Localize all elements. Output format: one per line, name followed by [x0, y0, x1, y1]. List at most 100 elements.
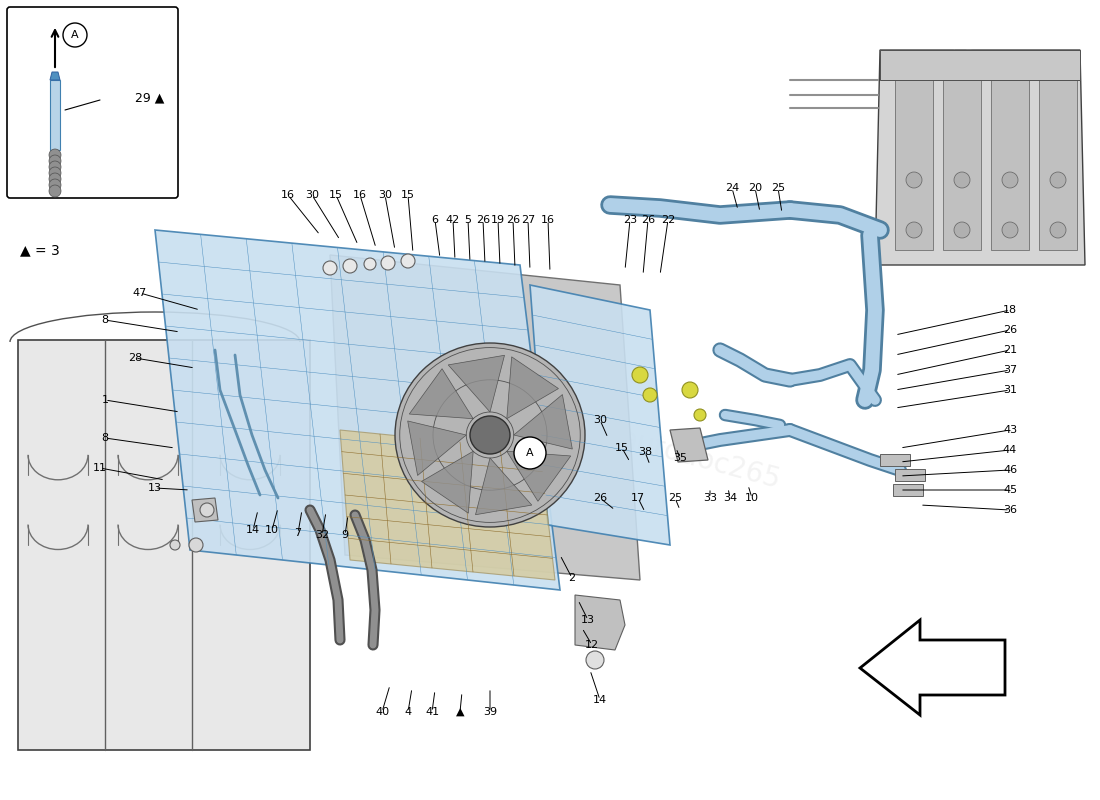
Text: 8: 8 — [101, 433, 109, 443]
Circle shape — [632, 367, 648, 383]
Text: 30: 30 — [305, 190, 319, 200]
Text: 2: 2 — [569, 573, 575, 583]
Text: 10: 10 — [265, 525, 279, 535]
Text: 18: 18 — [1003, 305, 1018, 315]
Text: 9: 9 — [341, 530, 349, 540]
Text: 46: 46 — [1003, 465, 1018, 475]
Text: 15: 15 — [615, 443, 629, 453]
Polygon shape — [895, 469, 925, 481]
Polygon shape — [507, 451, 571, 502]
Text: 11: 11 — [94, 463, 107, 473]
Bar — [1040, 80, 1077, 250]
Text: 47: 47 — [133, 288, 147, 298]
Circle shape — [189, 538, 204, 552]
Text: 19: 19 — [491, 215, 505, 225]
Text: 22: 22 — [661, 215, 675, 225]
Text: 14: 14 — [593, 695, 607, 705]
Circle shape — [906, 172, 922, 188]
Polygon shape — [408, 421, 466, 475]
Polygon shape — [475, 458, 531, 514]
Text: 26: 26 — [593, 493, 607, 503]
Text: 15: 15 — [329, 190, 343, 200]
Polygon shape — [340, 430, 556, 580]
Circle shape — [586, 651, 604, 669]
Ellipse shape — [470, 416, 510, 454]
Circle shape — [50, 173, 60, 185]
Polygon shape — [514, 394, 572, 449]
Text: ▲: ▲ — [455, 707, 464, 717]
Circle shape — [170, 540, 180, 550]
Text: 24: 24 — [725, 183, 739, 193]
Polygon shape — [874, 50, 1085, 265]
Text: 29 ▲: 29 ▲ — [135, 91, 164, 105]
Polygon shape — [192, 498, 218, 522]
Circle shape — [954, 222, 970, 238]
Text: 44: 44 — [1003, 445, 1018, 455]
Text: autodoc265: autodoc265 — [617, 425, 783, 495]
Bar — [880, 50, 1080, 80]
Polygon shape — [409, 369, 473, 418]
Text: 13: 13 — [581, 615, 595, 625]
Text: 45: 45 — [1003, 485, 1018, 495]
Circle shape — [63, 23, 87, 47]
Text: 1: 1 — [101, 395, 109, 405]
Polygon shape — [330, 255, 640, 580]
Text: 26: 26 — [641, 215, 656, 225]
Circle shape — [200, 503, 214, 517]
Circle shape — [514, 437, 546, 469]
Circle shape — [50, 167, 60, 179]
Circle shape — [343, 259, 358, 273]
Polygon shape — [880, 454, 910, 466]
Circle shape — [50, 185, 60, 197]
Text: 36: 36 — [1003, 505, 1018, 515]
Text: 23: 23 — [623, 215, 637, 225]
Text: 40: 40 — [375, 707, 389, 717]
Text: 5: 5 — [464, 215, 472, 225]
Text: 28: 28 — [128, 353, 142, 363]
Text: 38: 38 — [638, 447, 652, 457]
Text: 4: 4 — [405, 707, 411, 717]
Circle shape — [50, 149, 60, 161]
Text: 31: 31 — [1003, 385, 1018, 395]
Circle shape — [644, 388, 657, 402]
Text: 2 6 5: 2 6 5 — [958, 66, 990, 78]
Bar — [991, 80, 1028, 250]
Text: 26: 26 — [506, 215, 520, 225]
Polygon shape — [530, 285, 670, 545]
Polygon shape — [155, 230, 560, 590]
Circle shape — [682, 382, 698, 398]
Text: 12: 12 — [585, 640, 600, 650]
Text: 35: 35 — [673, 453, 688, 463]
Circle shape — [1002, 172, 1018, 188]
Polygon shape — [575, 595, 625, 650]
Text: 10: 10 — [745, 493, 759, 503]
Text: 27: 27 — [521, 215, 535, 225]
Text: 41: 41 — [425, 707, 439, 717]
Text: 26: 26 — [1003, 325, 1018, 335]
Text: 30: 30 — [378, 190, 392, 200]
FancyBboxPatch shape — [7, 7, 178, 198]
Text: 16: 16 — [280, 190, 295, 200]
Circle shape — [323, 261, 337, 275]
Bar — [943, 80, 981, 250]
Polygon shape — [448, 355, 505, 412]
Text: autoDoc: autoDoc — [937, 49, 990, 62]
Polygon shape — [50, 72, 60, 80]
Circle shape — [1002, 222, 1018, 238]
Text: 39: 39 — [483, 707, 497, 717]
Circle shape — [1050, 222, 1066, 238]
Polygon shape — [670, 428, 708, 462]
Ellipse shape — [395, 343, 585, 527]
Text: 16: 16 — [541, 215, 556, 225]
Text: 37: 37 — [1003, 365, 1018, 375]
Text: 13: 13 — [148, 483, 162, 493]
Text: 20: 20 — [748, 183, 762, 193]
Circle shape — [694, 409, 706, 421]
Text: 15: 15 — [402, 190, 415, 200]
Text: 30: 30 — [593, 415, 607, 425]
Polygon shape — [893, 484, 923, 496]
Circle shape — [364, 258, 376, 270]
Bar — [895, 80, 933, 250]
Text: 8: 8 — [101, 315, 109, 325]
Text: 7: 7 — [295, 528, 301, 538]
